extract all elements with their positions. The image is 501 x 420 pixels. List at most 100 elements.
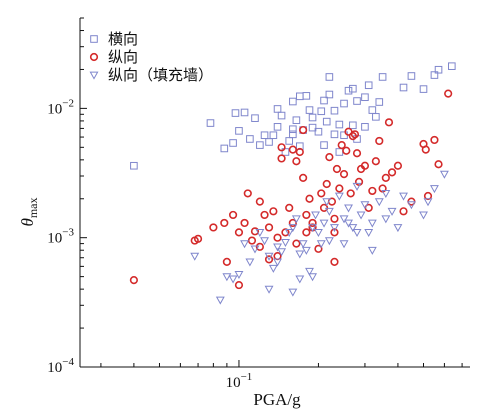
data-point-transverse [273, 123, 282, 131]
tick-label-x-0: 10−1 [226, 371, 253, 391]
data-point-longitudinal-infill [288, 224, 298, 233]
data-point-transverse [285, 137, 294, 145]
data-point-longitudinal-infill [344, 204, 353, 213]
data-point-longitudinal [234, 280, 244, 290]
series-longitudinal-infill [190, 170, 449, 305]
data-point-transverse [206, 119, 215, 127]
data-point-longitudinal-infill [381, 215, 391, 224]
data-point-longitudinal-infill [381, 190, 391, 199]
svg-text:θmax: θmax [18, 197, 40, 226]
data-point-transverse [240, 108, 249, 117]
series-longitudinal [129, 89, 453, 290]
data-point-transverse [361, 93, 369, 102]
data-point-transverse [353, 97, 361, 105]
data-point-transverse [419, 85, 428, 93]
data-point-longitudinal [430, 135, 439, 145]
data-point-transverse [330, 130, 339, 139]
data-point-longitudinal-infill [330, 224, 339, 233]
data-point-longitudinal-infill [439, 170, 449, 179]
data-point-longitudinal-infill [260, 237, 269, 246]
data-point-longitudinal [277, 154, 286, 163]
data-point-longitudinal [350, 130, 360, 139]
data-point-transverse [340, 99, 348, 108]
data-point-transverse [325, 73, 334, 81]
data-point-longitudinal [330, 257, 339, 266]
data-point-transverse [296, 92, 304, 101]
legend-marker-longitudinal [89, 52, 99, 62]
data-point-longitudinal [354, 177, 364, 187]
data-point-longitudinal-infill [268, 264, 278, 273]
data-point-longitudinal-infill [313, 228, 323, 237]
data-point-longitudinal [360, 161, 370, 170]
data-point-longitudinal-infill [406, 201, 416, 210]
data-point-longitudinal-infill [222, 273, 232, 282]
data-point-longitudinal [387, 168, 397, 177]
data-point-longitudinal [269, 207, 278, 216]
data-point-transverse [281, 148, 290, 156]
data-point-longitudinal-infill [228, 275, 238, 284]
data-point-longitudinal [335, 184, 344, 193]
data-point-longitudinal-infill [308, 273, 318, 282]
data-point-longitudinal-infill [305, 267, 314, 276]
data-markers [129, 62, 456, 305]
data-point-longitudinal [255, 242, 264, 251]
data-point-longitudinal [129, 275, 138, 285]
data-point-longitudinal [399, 207, 408, 216]
data-point-longitudinal [352, 149, 362, 158]
data-point-longitudinal [264, 223, 274, 232]
data-point-longitudinal [250, 227, 260, 236]
data-point-transverse [325, 90, 334, 99]
data-point-transverse [364, 81, 373, 90]
data-point-longitudinal [342, 146, 351, 155]
data-point-transverse [320, 141, 328, 149]
data-point-transverse [399, 83, 408, 92]
data-point-longitudinal-infill [311, 211, 320, 220]
series-transverse [130, 62, 456, 170]
data-point-longitudinal [434, 160, 443, 169]
data-point-longitudinal [317, 189, 326, 198]
data-point-transverse [430, 71, 439, 79]
data-point-transverse [289, 97, 297, 106]
data-point-longitudinal-infill [308, 224, 318, 233]
data-point-longitudinal [393, 161, 403, 170]
data-point-transverse [375, 98, 384, 106]
data-point-transverse [330, 106, 339, 115]
data-point-longitudinal [346, 189, 355, 198]
data-point-transverse [368, 106, 377, 114]
data-point-longitudinal-infill [344, 219, 353, 228]
data-point-longitudinal-infill [393, 224, 403, 233]
data-point-longitudinal-infill [264, 285, 274, 294]
data-point-transverse [378, 73, 387, 81]
data-point-transverse [235, 127, 243, 135]
data-point-longitudinal [273, 233, 282, 242]
x-axis-title: PGA/g [253, 390, 301, 409]
data-point-transverse [231, 109, 240, 117]
data-point-longitudinal-infill [429, 185, 439, 194]
data-point-longitudinal-infill [234, 271, 244, 280]
data-point-longitudinal-infill [322, 198, 332, 207]
data-point-longitudinal [247, 236, 257, 245]
tick-label-y-1: 10−3 [47, 227, 74, 247]
data-point-transverse [246, 135, 254, 143]
data-point-transverse [256, 141, 264, 149]
data-point-longitudinal-infill [298, 240, 308, 249]
y-axis-subscript: max [26, 197, 40, 218]
data-point-longitudinal [314, 244, 323, 253]
data-point-longitudinal-infill [284, 228, 294, 237]
data-point-transverse [130, 161, 138, 170]
data-point-longitudinal [285, 203, 294, 212]
data-point-longitudinal-infill [319, 219, 329, 228]
data-point-longitudinal-infill [364, 228, 374, 237]
data-point-transverse [335, 120, 344, 129]
data-point-longitudinal-infill [324, 237, 334, 246]
legend-marker-transverse [90, 35, 98, 43]
data-point-longitudinal-infill [215, 296, 225, 305]
data-point-longitudinal [308, 218, 317, 228]
data-point-longitudinal [292, 239, 301, 248]
data-point-longitudinal-infill [423, 198, 433, 207]
data-point-longitudinal [228, 210, 238, 220]
data-point-longitudinal-infill [288, 288, 298, 297]
data-point-longitudinal [375, 136, 384, 146]
data-point-longitudinal [339, 170, 349, 179]
